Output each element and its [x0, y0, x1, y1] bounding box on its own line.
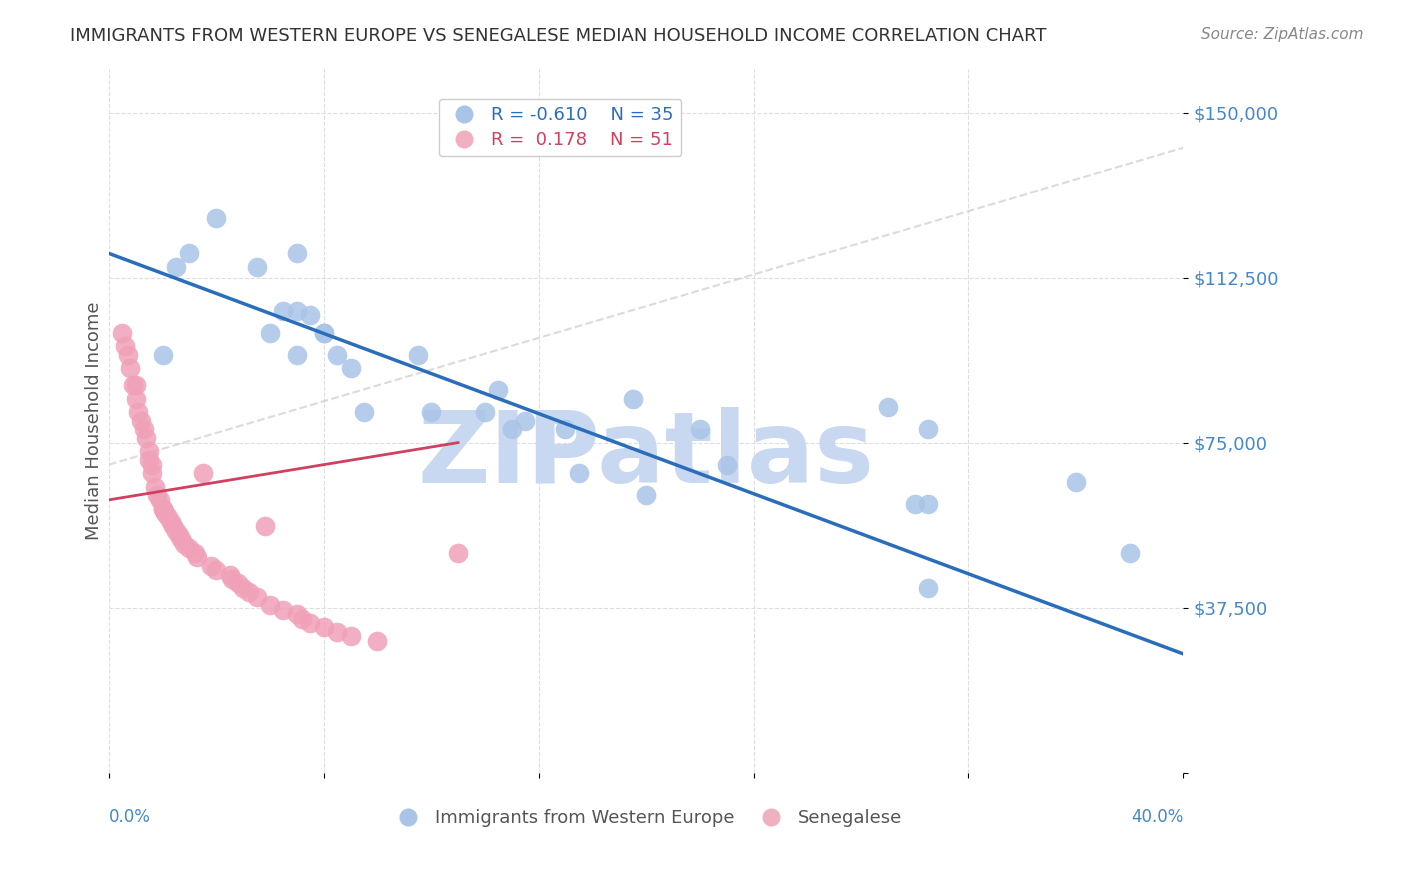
Point	[689, 422, 711, 436]
Point	[291, 612, 314, 626]
Point	[447, 546, 470, 560]
Point	[152, 348, 174, 362]
Point	[245, 590, 267, 604]
Point	[636, 488, 658, 502]
Point	[259, 326, 281, 340]
Point	[149, 492, 172, 507]
Point	[167, 528, 190, 542]
Point	[186, 550, 208, 565]
Point	[179, 246, 201, 260]
Point	[122, 378, 145, 392]
Point	[474, 405, 496, 419]
Point	[152, 501, 174, 516]
Point	[135, 431, 157, 445]
Point	[200, 558, 222, 573]
Point	[141, 467, 163, 481]
Point	[165, 260, 187, 274]
Point	[245, 260, 267, 274]
Point	[191, 467, 214, 481]
Legend: Immigrants from Western Europe, Senegalese: Immigrants from Western Europe, Senegale…	[382, 802, 910, 834]
Point	[120, 360, 142, 375]
Point	[917, 497, 939, 511]
Point	[156, 510, 179, 524]
Point	[285, 246, 308, 260]
Point	[353, 405, 375, 419]
Y-axis label: Median Household Income: Median Household Income	[86, 301, 103, 540]
Point	[501, 422, 523, 436]
Point	[155, 506, 177, 520]
Point	[238, 585, 260, 599]
Text: IMMIGRANTS FROM WESTERN EUROPE VS SENEGALESE MEDIAN HOUSEHOLD INCOME CORRELATION: IMMIGRANTS FROM WESTERN EUROPE VS SENEGA…	[70, 27, 1047, 45]
Point	[138, 453, 160, 467]
Point	[179, 541, 201, 556]
Point	[141, 458, 163, 472]
Point	[285, 303, 308, 318]
Point	[420, 405, 443, 419]
Point	[125, 392, 148, 406]
Point	[117, 348, 139, 362]
Point	[1064, 475, 1087, 490]
Point	[162, 519, 184, 533]
Point	[138, 444, 160, 458]
Point	[165, 524, 187, 538]
Point	[312, 620, 335, 634]
Point	[312, 326, 335, 340]
Point	[406, 348, 429, 362]
Point	[253, 519, 276, 533]
Point	[515, 414, 537, 428]
Point	[299, 308, 322, 322]
Point	[127, 405, 149, 419]
Point	[146, 488, 169, 502]
Point	[170, 533, 193, 547]
Point	[876, 401, 898, 415]
Point	[366, 633, 388, 648]
Point	[554, 422, 576, 436]
Point	[125, 378, 148, 392]
Point	[111, 326, 134, 340]
Point	[184, 546, 207, 560]
Point	[129, 414, 152, 428]
Point	[159, 515, 181, 529]
Point	[218, 567, 240, 582]
Point	[205, 211, 228, 226]
Point	[326, 348, 349, 362]
Text: Source: ZipAtlas.com: Source: ZipAtlas.com	[1201, 27, 1364, 42]
Point	[285, 607, 308, 622]
Point	[226, 576, 249, 591]
Point	[285, 348, 308, 362]
Point	[917, 422, 939, 436]
Point	[917, 581, 939, 595]
Point	[339, 629, 361, 643]
Text: 0.0%: 0.0%	[108, 808, 150, 826]
Point	[299, 616, 322, 631]
Point	[114, 339, 136, 353]
Point	[173, 537, 195, 551]
Point	[904, 497, 927, 511]
Point	[132, 422, 155, 436]
Point	[339, 360, 361, 375]
Point	[273, 303, 295, 318]
Point	[205, 563, 228, 577]
Point	[273, 603, 295, 617]
Point	[232, 581, 254, 595]
Point	[486, 383, 509, 397]
Point	[716, 458, 738, 472]
Point	[568, 467, 591, 481]
Point	[326, 624, 349, 639]
Point	[259, 599, 281, 613]
Text: 40.0%: 40.0%	[1130, 808, 1184, 826]
Point	[312, 326, 335, 340]
Point	[143, 480, 166, 494]
Point	[1118, 546, 1140, 560]
Point	[621, 392, 644, 406]
Text: ZIPatlas: ZIPatlas	[418, 408, 875, 504]
Point	[152, 501, 174, 516]
Point	[221, 572, 243, 586]
